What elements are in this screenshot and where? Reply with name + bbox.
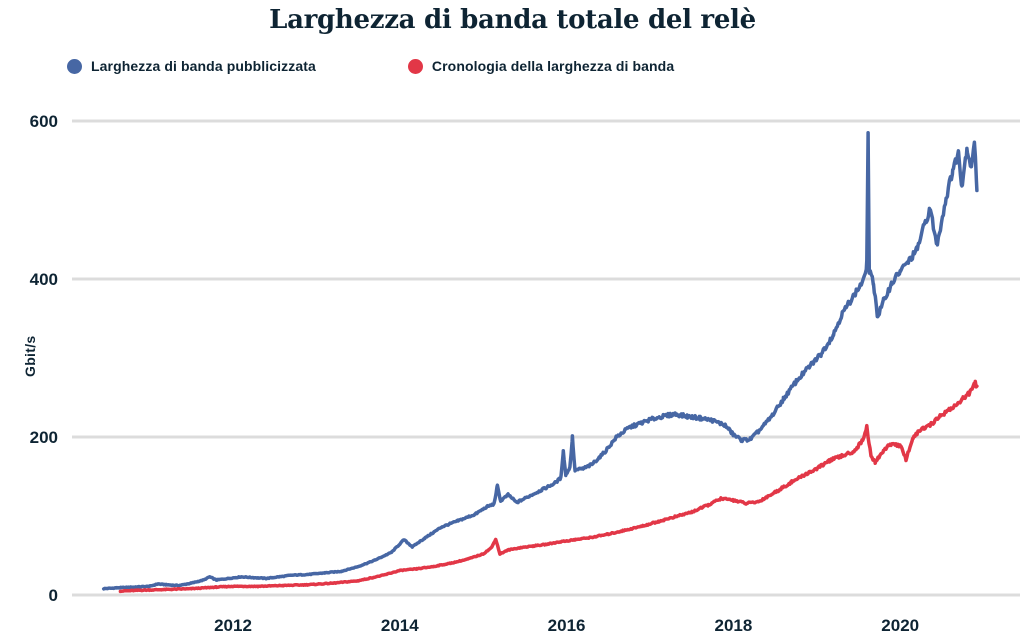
x-axis-tick-label: 2016 <box>548 616 586 635</box>
x-axis-tick-label: 2014 <box>381 616 419 635</box>
x-axis-tick-label: 2012 <box>214 616 252 635</box>
advertised-bandwidth-line <box>101 130 979 591</box>
legend-item-bandwidth-history: Cronologia della larghezza di banda <box>407 58 675 74</box>
bandwidth-history-line <box>118 379 979 594</box>
bandwidth-history-dot-icon <box>407 58 423 74</box>
legend-label-bandwidth-history: Cronologia della larghezza di banda <box>431 58 675 74</box>
legend: Larghezza di banda pubblicizzata Cronolo… <box>67 58 674 74</box>
legend-label-advertised-bandwidth: Larghezza di banda pubblicizzata <box>91 58 316 74</box>
x-axis-tick-label: 2018 <box>714 616 752 635</box>
y-axis-tick-label: 200 <box>30 428 58 447</box>
chart-title: Larghezza di banda totale del relè <box>269 5 756 35</box>
x-axis-tick-label: 2020 <box>881 616 919 635</box>
y-axis-tick-label: 600 <box>30 112 58 131</box>
advertised-bandwidth-dot-icon <box>67 58 82 74</box>
legend-item-advertised-bandwidth: Larghezza di banda pubblicizzata <box>67 58 316 74</box>
y-axis-tick-label: 400 <box>30 270 58 289</box>
y-axis-tick-label: 0 <box>49 586 58 605</box>
